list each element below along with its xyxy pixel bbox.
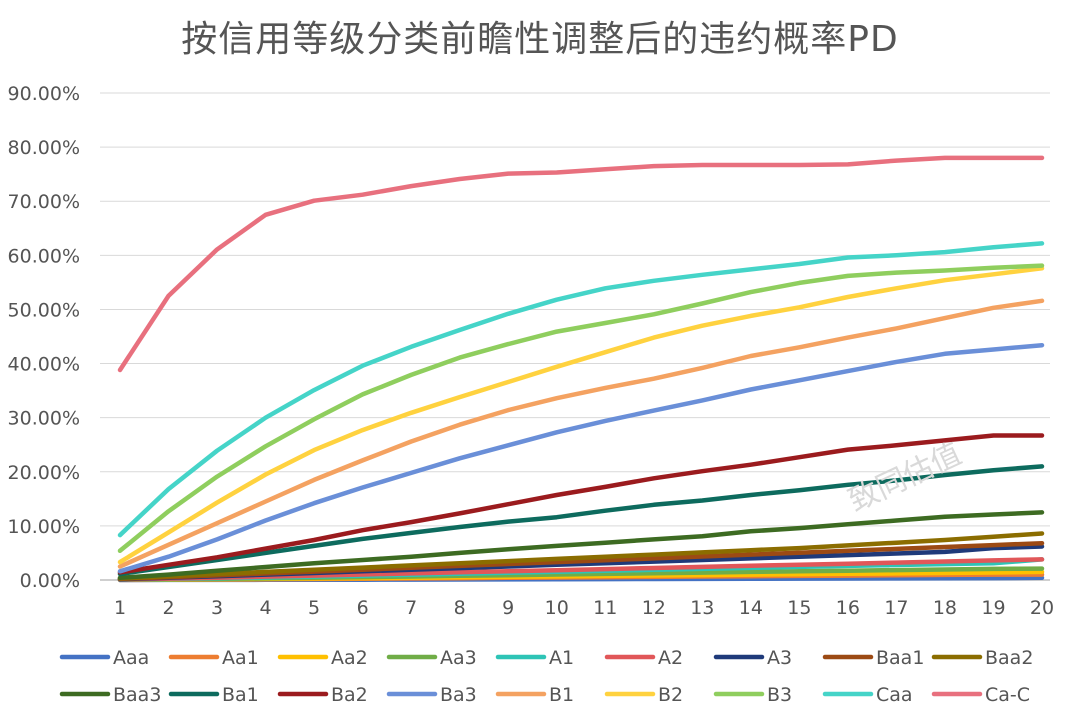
x-tick-label: 4 [260, 597, 272, 619]
x-tick-label: 18 [933, 597, 957, 619]
series-line-baa2 [117, 531, 1045, 581]
x-tick-label: 3 [211, 597, 223, 619]
y-tick-label: 90.00% [8, 83, 80, 105]
legend-label: Baa1 [876, 647, 924, 669]
legend-label: Aa3 [440, 647, 477, 669]
x-tick-label: 5 [308, 597, 320, 619]
x-tick-label: 7 [405, 597, 417, 619]
x-tick-label: 10 [545, 597, 569, 619]
legend-label: Ca-C [985, 684, 1030, 706]
chart-title: 按信用等级分类前瞻性调整后的违约概率PD [181, 19, 899, 60]
x-tick-label: 17 [884, 597, 908, 619]
legend-label: Aaa [113, 647, 149, 669]
series-line-b1 [117, 298, 1045, 569]
y-tick-label: 50.00% [8, 299, 80, 321]
legend-label: Ba3 [440, 684, 477, 706]
x-tick-label: 2 [162, 597, 174, 619]
legend-label: Ba2 [331, 684, 368, 706]
legend-label: Aa2 [331, 647, 368, 669]
y-tick-label: 30.00% [8, 408, 80, 430]
x-tick-label: 16 [836, 597, 860, 619]
x-tick-label: 20 [1030, 597, 1054, 619]
y-tick-label: 0.00% [20, 570, 80, 592]
legend-label: Baa2 [985, 647, 1033, 669]
x-tick-label: 11 [593, 597, 617, 619]
legend-label: Ba1 [222, 684, 259, 706]
series-line-ba2 [117, 433, 1045, 575]
x-tick-label: 9 [502, 597, 514, 619]
series-line-b2 [117, 266, 1045, 565]
legend-label: A3 [767, 647, 792, 669]
legend-label: B3 [767, 684, 792, 706]
y-tick-label: 60.00% [8, 245, 80, 267]
series-line-ca-c [117, 155, 1045, 373]
legend-label: B2 [658, 684, 683, 706]
legend-label: Caa [876, 684, 913, 706]
y-tick-label: 70.00% [8, 191, 80, 213]
series-line-caa [117, 241, 1045, 538]
x-tick-label: 19 [981, 597, 1005, 619]
legend-label: Aa1 [222, 647, 259, 669]
series-line-baa3 [117, 510, 1045, 581]
legend-label: Baa3 [113, 684, 161, 706]
y-tick-label: 40.00% [8, 354, 80, 376]
legend-label: A2 [658, 647, 683, 669]
y-tick-label: 20.00% [8, 462, 80, 484]
legend-label: A1 [549, 647, 574, 669]
series-line-ba1 [117, 464, 1045, 577]
x-tick-label: 6 [357, 597, 369, 619]
x-tick-label: 13 [690, 597, 714, 619]
x-tick-label: 15 [787, 597, 811, 619]
y-tick-label: 80.00% [8, 137, 80, 159]
legend-label: B1 [549, 684, 574, 706]
x-tick-label: 8 [454, 597, 466, 619]
series-line-b3 [117, 263, 1045, 554]
x-tick-label: 12 [642, 597, 666, 619]
x-tick-label: 1 [114, 597, 126, 619]
series-line-ba3 [117, 342, 1045, 574]
y-tick-label: 10.00% [8, 516, 80, 538]
x-tick-label: 14 [739, 597, 763, 619]
